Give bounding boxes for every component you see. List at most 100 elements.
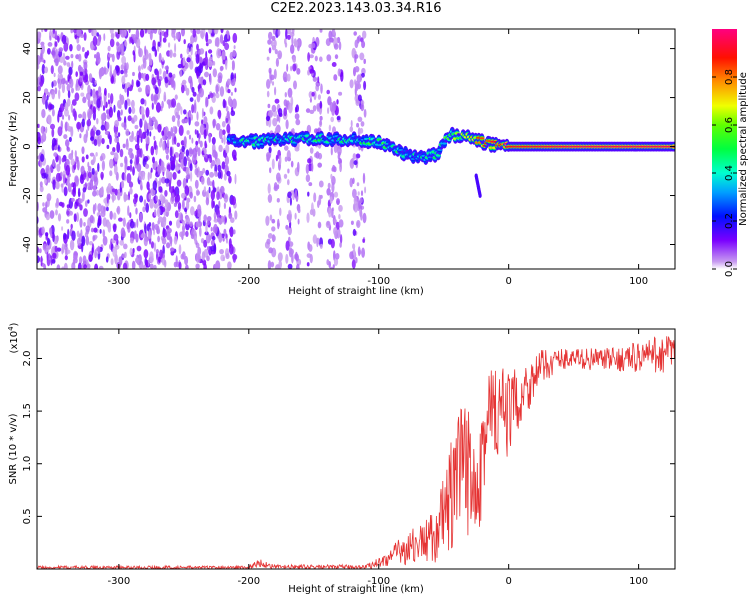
noise-speckle bbox=[194, 179, 199, 189]
noise-speckle bbox=[227, 89, 231, 94]
noise-speckle bbox=[109, 170, 113, 177]
noise-speckle bbox=[292, 63, 297, 72]
noise-speckle bbox=[40, 125, 45, 134]
noise-speckle bbox=[276, 114, 279, 122]
noise-speckle bbox=[171, 30, 176, 38]
noise-speckle bbox=[305, 174, 311, 183]
noise-speckle bbox=[111, 188, 116, 193]
noise-speckle bbox=[39, 185, 44, 193]
noise-speckle bbox=[121, 55, 126, 65]
noise-speckle bbox=[148, 193, 152, 200]
noise-speckle bbox=[62, 174, 66, 185]
noise-speckle bbox=[219, 34, 224, 44]
noise-speckle bbox=[168, 100, 171, 109]
noise-speckle bbox=[54, 245, 58, 253]
noise-speckle bbox=[173, 202, 177, 207]
noise-speckle bbox=[71, 230, 76, 242]
noise-speckle bbox=[157, 78, 162, 87]
noise-speckle bbox=[231, 196, 237, 206]
noise-speckle bbox=[155, 248, 159, 255]
noise-speckle bbox=[120, 30, 126, 38]
noise-speckle bbox=[265, 215, 270, 226]
noise-speckle bbox=[277, 29, 281, 37]
noise-speckle bbox=[158, 216, 163, 223]
noise-speckle bbox=[58, 47, 64, 52]
noise-speckle bbox=[128, 106, 132, 115]
noise-speckle bbox=[352, 177, 355, 184]
noise-speckle bbox=[215, 84, 219, 94]
noise-speckle bbox=[216, 208, 220, 219]
noise-speckle bbox=[117, 188, 121, 195]
noise-speckle bbox=[318, 194, 322, 206]
noise-speckle bbox=[51, 81, 54, 88]
noise-speckle bbox=[223, 134, 226, 145]
noise-speckle bbox=[123, 191, 127, 203]
noise-speckle bbox=[196, 111, 199, 121]
noise-speckle bbox=[52, 179, 56, 191]
noise-speckle bbox=[329, 196, 333, 204]
noise-speckle bbox=[159, 249, 163, 260]
noise-speckle bbox=[338, 214, 341, 220]
noise-speckle bbox=[133, 230, 137, 240]
noise-speckle bbox=[226, 123, 231, 134]
noise-speckle bbox=[209, 156, 213, 163]
noise-speckle bbox=[152, 156, 155, 164]
noise-speckle bbox=[41, 63, 46, 75]
noise-speckle bbox=[76, 29, 82, 37]
noise-speckle bbox=[336, 200, 340, 206]
noise-speckle bbox=[297, 161, 300, 173]
noise-speckle bbox=[37, 63, 40, 70]
noise-speckle bbox=[149, 131, 152, 137]
noise-speckle bbox=[211, 235, 216, 241]
noise-speckle bbox=[95, 129, 101, 136]
noise-speckle bbox=[205, 31, 209, 43]
noise-speckle bbox=[97, 215, 102, 226]
noise-speckle bbox=[351, 157, 355, 165]
noise-speckle bbox=[287, 168, 290, 174]
noise-speckle bbox=[120, 64, 125, 71]
noise-speckle bbox=[297, 218, 300, 225]
noise-speckle bbox=[355, 257, 358, 264]
noise-speckle bbox=[312, 105, 317, 112]
noise-speckle bbox=[143, 156, 149, 162]
noise-speckle bbox=[51, 259, 56, 264]
noise-speckle bbox=[61, 114, 65, 120]
noise-speckle bbox=[39, 81, 44, 87]
noise-speckle bbox=[208, 49, 213, 54]
noise-speckle bbox=[355, 153, 361, 159]
noise-speckle bbox=[189, 191, 193, 199]
noise-speckle bbox=[203, 239, 208, 248]
noise-speckle bbox=[45, 126, 48, 134]
noise-speckle bbox=[150, 93, 154, 102]
colorbar-tick-label: 0.6 bbox=[724, 117, 735, 133]
noise-speckle bbox=[154, 223, 159, 231]
noise-speckle bbox=[173, 235, 178, 245]
noise-speckle bbox=[53, 152, 58, 157]
noise-speckle bbox=[179, 231, 184, 238]
noise-speckle bbox=[221, 121, 226, 128]
noise-speckle bbox=[78, 53, 82, 62]
noise-speckle bbox=[127, 205, 130, 216]
noise-speckle bbox=[195, 140, 199, 146]
noise-speckle bbox=[60, 183, 64, 188]
noise-speckle bbox=[188, 134, 192, 140]
noise-speckle bbox=[144, 45, 147, 56]
noise-speckle bbox=[170, 250, 175, 256]
noise-speckle bbox=[350, 220, 354, 225]
noise-speckle bbox=[65, 164, 71, 176]
noise-speckle bbox=[178, 261, 182, 269]
noise-speckle bbox=[349, 126, 354, 133]
noise-speckle bbox=[127, 100, 131, 107]
colorbar-tick-label: 0.4 bbox=[724, 165, 735, 181]
noise-speckle bbox=[129, 212, 132, 219]
noise-speckle bbox=[227, 96, 232, 107]
noise-speckle bbox=[57, 73, 60, 80]
noise-speckle bbox=[337, 145, 342, 156]
noise-speckle bbox=[333, 250, 336, 261]
noise-speckle bbox=[136, 156, 139, 166]
noise-speckle bbox=[81, 146, 85, 155]
noise-speckle bbox=[109, 158, 114, 169]
noise-speckle bbox=[273, 235, 276, 241]
noise-speckle bbox=[151, 102, 154, 110]
